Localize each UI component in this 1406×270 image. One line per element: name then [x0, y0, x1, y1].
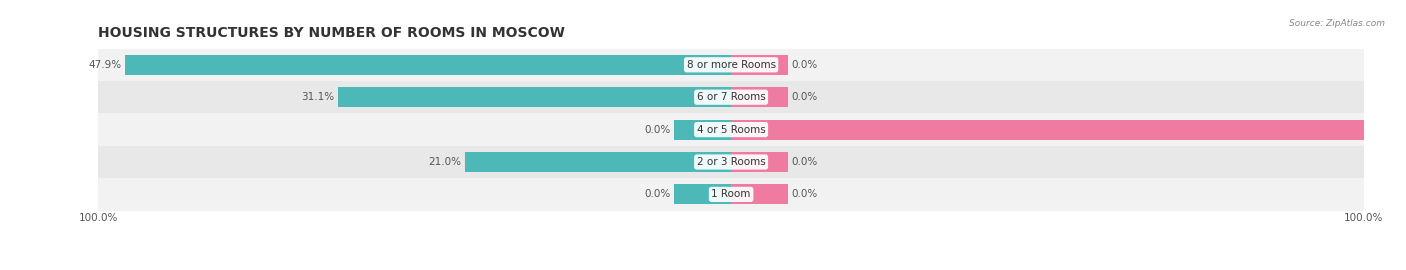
Text: 21.0%: 21.0% — [429, 157, 461, 167]
Bar — [731, 55, 787, 75]
Text: HOUSING STRUCTURES BY NUMBER OF ROOMS IN MOSCOW: HOUSING STRUCTURES BY NUMBER OF ROOMS IN… — [98, 26, 565, 40]
Text: 4 or 5 Rooms: 4 or 5 Rooms — [697, 124, 765, 135]
Bar — [731, 87, 787, 107]
Text: 1 Room: 1 Room — [711, 189, 751, 200]
Text: 0.0%: 0.0% — [792, 157, 818, 167]
Bar — [337, 87, 731, 107]
Text: 31.1%: 31.1% — [301, 92, 333, 102]
Text: 6 or 7 Rooms: 6 or 7 Rooms — [697, 92, 765, 102]
Text: 0.0%: 0.0% — [644, 124, 671, 135]
Bar — [731, 184, 787, 204]
Bar — [675, 120, 731, 140]
Bar — [675, 184, 731, 204]
Text: 0.0%: 0.0% — [792, 92, 818, 102]
Text: 8 or more Rooms: 8 or more Rooms — [686, 60, 776, 70]
Bar — [465, 152, 731, 172]
Text: 47.9%: 47.9% — [89, 60, 121, 70]
Bar — [731, 152, 787, 172]
Bar — [731, 120, 1406, 140]
Bar — [98, 113, 1364, 146]
Text: Source: ZipAtlas.com: Source: ZipAtlas.com — [1289, 19, 1385, 28]
Text: 2 or 3 Rooms: 2 or 3 Rooms — [697, 157, 765, 167]
Bar — [98, 81, 1364, 113]
Bar — [125, 55, 731, 75]
Text: 0.0%: 0.0% — [792, 60, 818, 70]
Bar — [98, 49, 1364, 81]
Text: 0.0%: 0.0% — [644, 189, 671, 200]
Bar — [98, 146, 1364, 178]
Bar — [98, 178, 1364, 211]
Text: 0.0%: 0.0% — [792, 189, 818, 200]
